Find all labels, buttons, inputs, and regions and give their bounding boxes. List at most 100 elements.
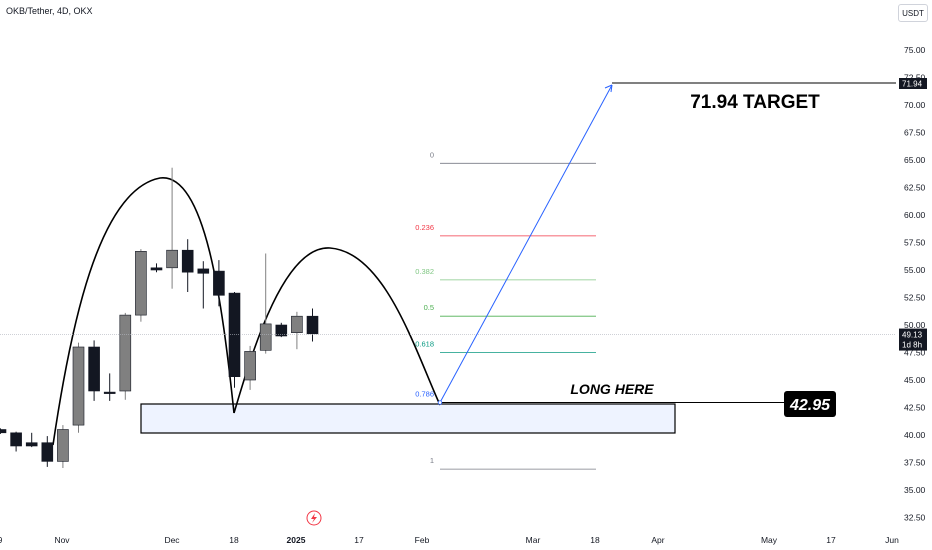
candle xyxy=(88,340,100,401)
fib-label: 0.618 xyxy=(415,340,434,349)
y-tick-label: 45.00 xyxy=(904,375,926,385)
x-tick-label: 2025 xyxy=(287,535,306,545)
y-tick-label: 62.50 xyxy=(904,183,926,193)
candle xyxy=(72,342,85,433)
y-tick-label: 57.50 xyxy=(904,238,926,248)
candle xyxy=(150,263,163,273)
long-here-label: LONG HERE xyxy=(570,381,654,397)
candle xyxy=(181,239,194,292)
entry-price-badge xyxy=(784,391,836,417)
candle-body xyxy=(291,315,303,334)
entry-zone-rect xyxy=(140,403,676,434)
entry-zone xyxy=(140,403,676,434)
y-tick-label: 37.50 xyxy=(904,458,926,468)
candle xyxy=(103,373,116,401)
candle xyxy=(259,253,272,354)
symbol-title: OKB/Tether, 4D, OKX xyxy=(6,6,93,16)
candle-body xyxy=(57,429,69,462)
x-tick-label: Feb xyxy=(415,535,430,545)
x-tick-label: 18 xyxy=(590,535,600,545)
candle-body xyxy=(41,442,54,462)
arrow-start-point xyxy=(437,400,443,405)
candle xyxy=(57,425,69,468)
candle-body xyxy=(197,268,210,274)
pattern-curves xyxy=(52,177,441,446)
y-tick-label: 72.50 xyxy=(904,73,926,83)
annotations: 71.94 TARGET LONG HERE 42.95 xyxy=(0,82,896,417)
x-tick-label: 17 xyxy=(826,535,836,545)
fib-label: 0.786 xyxy=(415,390,434,399)
lightning-icon xyxy=(306,510,322,526)
currency-selector[interactable]: USDT xyxy=(898,4,928,22)
candle xyxy=(291,311,303,350)
candle xyxy=(228,292,241,388)
x-tick-label: 17 xyxy=(354,535,364,545)
price-axis[interactable]: 32.50 35.00 37.50 40.00 42.50 45.00 47.50 50.00… xyxy=(899,45,927,523)
candle-body xyxy=(72,346,85,426)
right-arc xyxy=(233,247,441,414)
candle xyxy=(306,308,319,342)
y-tick-label: 40.00 xyxy=(904,430,926,440)
candle xyxy=(275,322,288,338)
y-tick-label: 67.50 xyxy=(904,128,926,138)
x-tick-label: 18 xyxy=(229,535,239,545)
y-tick-label: 75.00 xyxy=(904,45,926,55)
y-tick-label: 50.00 xyxy=(904,320,926,330)
x-tick-label: Nov xyxy=(54,535,70,545)
y-tick-label: 52.50 xyxy=(904,293,926,303)
fib-label: 0.236 xyxy=(415,223,434,232)
candle xyxy=(135,249,147,322)
candle-body xyxy=(103,391,116,394)
target-arrowhead xyxy=(604,84,613,93)
candle-body xyxy=(10,432,22,447)
y-tick-label: 35.00 xyxy=(904,485,926,495)
candle xyxy=(213,260,225,307)
candle-body xyxy=(166,249,178,269)
candle-body xyxy=(0,429,7,434)
entry-price-text: 42.95 xyxy=(789,397,831,414)
target-price-value: 71.94 xyxy=(902,80,923,89)
candle xyxy=(0,428,7,434)
candle-body xyxy=(135,251,147,316)
current-price-tag xyxy=(899,328,927,351)
candle-body xyxy=(306,315,319,335)
candle xyxy=(119,312,132,400)
y-tick-label: 47.50 xyxy=(904,348,926,358)
fib-label: 0.382 xyxy=(415,267,434,276)
candle xyxy=(166,167,178,289)
y-tick-label: 42.50 xyxy=(904,403,926,413)
current-price-value: 49.13 xyxy=(902,331,923,340)
candle xyxy=(244,345,256,390)
target-label: 71.94 TARGET xyxy=(690,92,820,113)
candle-body xyxy=(213,270,225,296)
candle-body xyxy=(25,442,38,447)
fib-label: 0 xyxy=(430,150,434,159)
x-tick-label: May xyxy=(761,535,778,545)
current-price-countdown: 1d 8h xyxy=(902,341,922,350)
candle xyxy=(10,431,22,452)
y-tick-label: 55.00 xyxy=(904,265,926,275)
time-axis[interactable]: 9 Nov Dec 18 2025 17 Feb Mar 18 Apr May 17 Jun xyxy=(0,510,899,545)
candle-body xyxy=(259,323,272,351)
candle xyxy=(197,261,210,309)
candle-body xyxy=(228,292,241,378)
x-tick-label: Apr xyxy=(651,535,664,545)
y-tick-label: 32.50 xyxy=(904,513,926,523)
candle-body xyxy=(150,267,163,271)
target-arrow xyxy=(439,84,613,403)
candle-body xyxy=(244,351,256,381)
candles xyxy=(0,167,319,468)
candle-body xyxy=(181,249,194,273)
y-tick-label: 65.00 xyxy=(904,155,926,165)
y-tick-label: 70.00 xyxy=(904,100,926,110)
candle-body xyxy=(275,324,288,337)
candle-body xyxy=(88,346,100,392)
x-tick-label: Jun xyxy=(885,535,899,545)
candle-body xyxy=(119,314,132,392)
left-arc xyxy=(52,177,235,446)
x-tick-label: Dec xyxy=(164,535,180,545)
x-tick-label: 9 xyxy=(0,535,3,545)
fib-label: 0.5 xyxy=(424,303,434,312)
fib-label: 1 xyxy=(430,456,434,465)
